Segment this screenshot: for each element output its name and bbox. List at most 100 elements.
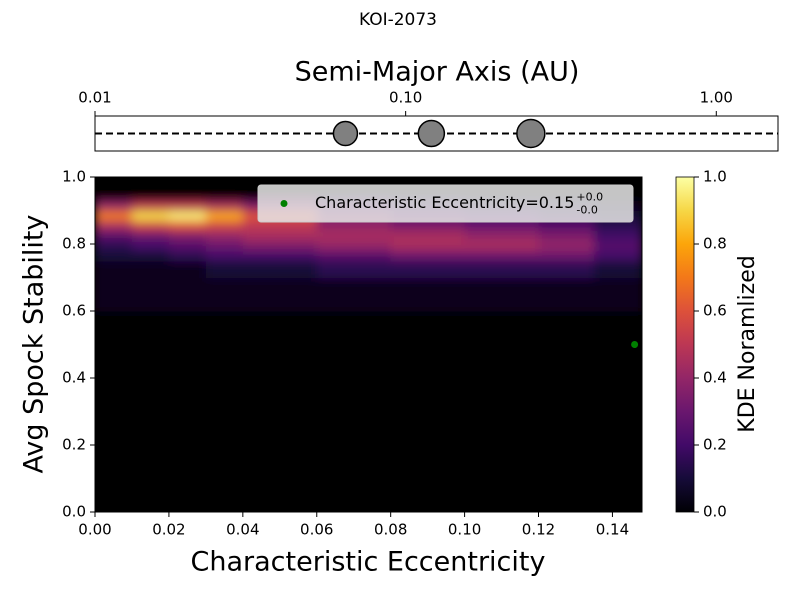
density-cell xyxy=(538,311,595,512)
density-cell xyxy=(205,311,244,512)
x-tick-label: 0.10 xyxy=(448,521,481,539)
density-cell xyxy=(168,230,207,242)
density-cell xyxy=(131,200,170,211)
contour-area xyxy=(95,177,642,512)
density-cell xyxy=(95,210,133,222)
density-cell xyxy=(168,200,207,211)
colorbar-tick-label: 1.0 xyxy=(703,168,727,186)
x-tick-label: 1.00 xyxy=(700,89,733,107)
density-cell xyxy=(242,311,318,512)
density-cell xyxy=(593,260,642,278)
density-cell xyxy=(95,311,133,512)
density-cell xyxy=(316,230,392,242)
y-tick-label: 0.0 xyxy=(62,503,86,521)
density-cell xyxy=(242,220,318,232)
legend-label: Characteristic Eccentricity=0.15 xyxy=(315,193,574,212)
density-cell xyxy=(205,177,244,201)
density-cell xyxy=(538,230,595,242)
density-cell xyxy=(168,311,207,512)
density-cell xyxy=(316,277,392,312)
density-cell xyxy=(168,177,207,201)
density-cell xyxy=(538,260,595,278)
density-cell xyxy=(593,250,642,262)
density-cell xyxy=(95,260,133,278)
x-tick-label: 0.01 xyxy=(78,89,111,107)
x-axis-label: Characteristic Eccentricity xyxy=(191,547,546,578)
x-tick-label: 0.02 xyxy=(152,521,185,539)
top-axis-label: Semi-Major Axis (AU) xyxy=(295,57,580,88)
density-cell xyxy=(242,250,318,262)
density-cell xyxy=(538,240,595,252)
colorbar xyxy=(675,176,695,513)
density-cell xyxy=(390,311,466,512)
y-tick-label: 0.8 xyxy=(62,235,86,253)
density-cell xyxy=(390,260,466,278)
density-cell xyxy=(131,260,170,278)
density-cell xyxy=(131,210,170,222)
contour-fill xyxy=(95,177,642,512)
density-cell xyxy=(316,260,392,278)
density-cell xyxy=(316,220,392,232)
density-cell xyxy=(593,277,642,312)
legend-upper: +0.0 xyxy=(576,191,603,204)
density-cell xyxy=(242,240,318,252)
x-tick-label: 0.06 xyxy=(300,521,333,539)
density-cell xyxy=(390,250,466,262)
suptitle: KOI-2073 xyxy=(359,10,437,30)
y-tick-label: 0.4 xyxy=(62,369,86,387)
legend-box xyxy=(257,184,634,223)
density-cell xyxy=(205,260,244,278)
density-cell xyxy=(464,240,540,252)
x-tick-label: 0.14 xyxy=(596,521,629,539)
density-cell xyxy=(390,240,466,252)
legend-marker xyxy=(280,200,288,207)
x-tick-label: 0.08 xyxy=(374,521,407,539)
density-cell xyxy=(168,210,207,222)
colorbar-tick-label: 0.8 xyxy=(703,235,727,253)
density-cell xyxy=(205,210,244,222)
density-cell xyxy=(131,250,170,262)
density-cell xyxy=(131,240,170,252)
density-cell xyxy=(390,277,466,312)
colorbar-tick-label: 0.2 xyxy=(703,436,727,454)
colorbar-tick-label: 0.0 xyxy=(703,503,727,521)
density-cell xyxy=(316,250,392,262)
density-cell xyxy=(390,230,466,242)
colorbar-tick-label: 0.4 xyxy=(703,369,727,387)
density-cell xyxy=(390,220,466,232)
density-cell xyxy=(131,230,170,242)
density-cell xyxy=(205,250,244,262)
legend-lower: -0.0 xyxy=(576,204,597,217)
colorbar-label: KDE Noramlized xyxy=(735,255,760,432)
density-cell xyxy=(168,260,207,278)
x-tick-label: 0.12 xyxy=(522,521,555,539)
density-cell xyxy=(205,277,244,312)
density-cell xyxy=(464,220,540,232)
x-tick-label: 0.10 xyxy=(389,89,422,107)
density-cell xyxy=(593,220,642,232)
density-cell xyxy=(131,177,170,201)
density-cell xyxy=(464,230,540,242)
density-cell xyxy=(593,240,642,252)
density-cell xyxy=(168,277,207,312)
axes-frame xyxy=(94,176,643,513)
density-cell xyxy=(464,260,540,278)
y-tick-label: 0.6 xyxy=(62,302,86,320)
density-cell xyxy=(464,250,540,262)
density-cell xyxy=(242,260,318,278)
density-cell xyxy=(538,277,595,312)
density-cell xyxy=(242,277,318,312)
density-cell xyxy=(316,311,392,512)
planet xyxy=(417,119,446,148)
density-cell xyxy=(168,220,207,232)
colorbar-tick-label: 0.6 xyxy=(703,302,727,320)
density-cell xyxy=(242,230,318,242)
density-cell xyxy=(95,240,133,252)
density-cell xyxy=(131,311,170,512)
planet xyxy=(332,120,359,147)
density-cell xyxy=(95,250,133,262)
density-cell xyxy=(593,230,642,242)
density-cell xyxy=(168,250,207,262)
density-cell xyxy=(95,230,133,242)
